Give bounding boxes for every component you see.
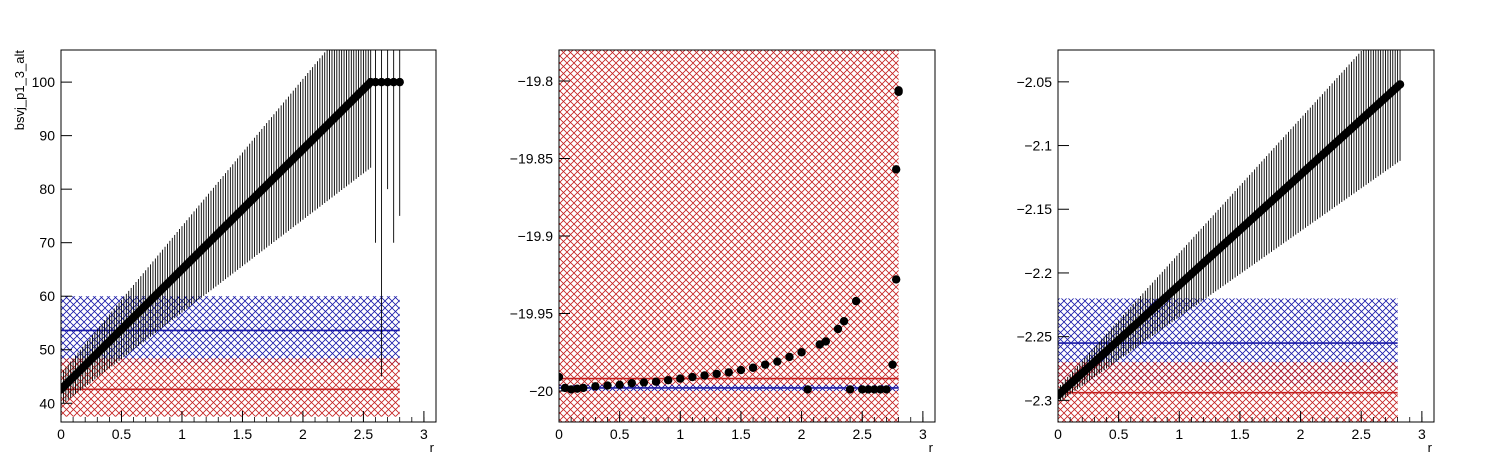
chart-panel-right: 0 0.5 1 1.5 2 2.5 3 −2.3 −2.25 −2.2 −2.15 −2.1 −2.05… (1017, 49, 1435, 455)
y-tick-label: −2.2 (1024, 265, 1052, 281)
data-point (785, 352, 794, 362)
data-point (876, 385, 885, 394)
x-tick-label: 2.5 (1351, 426, 1371, 442)
data-point (688, 372, 697, 382)
data-point (748, 363, 758, 372)
data-point (651, 377, 661, 386)
y-tick-label: −20 (529, 383, 553, 399)
plot-frame (60, 49, 437, 423)
data-point (803, 385, 812, 394)
y-tick-label: −2.05 (1017, 74, 1053, 90)
y-tick-label: 90 (39, 128, 55, 144)
chart-panel-middle: 0 0.5 1 1.5 2 2.5 3 −20 −19.95 −19.9 −19.85 −19.8 r (510, 49, 936, 455)
x-tick-label: 1 (1175, 426, 1183, 442)
x-tick-label: 0.5 (1109, 426, 1129, 442)
x-tick-label: 0.5 (610, 426, 630, 442)
y-tick-label: −2.3 (1024, 392, 1052, 408)
x-tick-label: 2 (798, 426, 806, 442)
y-tick-label: 60 (39, 288, 55, 304)
plot-area (1058, 50, 1405, 422)
y-tick-label: 100 (32, 74, 56, 90)
plot-frame (1057, 49, 1435, 423)
data-point (773, 357, 782, 366)
x-tick-label: 1.5 (233, 426, 253, 442)
x-tick-label: 3 (919, 426, 927, 442)
y-tick-label: −19.9 (518, 228, 554, 244)
y-axis-label: bsvj_p1_3_alt (12, 50, 27, 131)
data-point (821, 337, 831, 346)
x-tick-label: 1 (178, 426, 186, 442)
error-band-0 (559, 50, 899, 422)
x-tick-label: 3 (1418, 426, 1426, 442)
data-point (891, 275, 901, 284)
data-point (383, 77, 392, 87)
plot-area (559, 50, 903, 422)
data-point (839, 317, 849, 326)
data-point (888, 360, 897, 369)
data-point (851, 296, 861, 306)
x-tick-label: 2 (299, 426, 307, 442)
data-point (858, 385, 867, 394)
x-tick-label: 2.5 (354, 426, 374, 442)
y-tick-label: −19.85 (510, 151, 553, 167)
data-point (736, 365, 746, 375)
x-tick-label: 1 (676, 426, 684, 442)
data-point (894, 86, 903, 95)
data-point (891, 165, 901, 174)
data-point (663, 375, 673, 385)
data-point (389, 77, 398, 87)
chart-panel-left: 0 0.5 1 1.5 2 2.5 3 40 50 60 70 80 90 100 r bsvj_p1_3_a… (12, 49, 437, 455)
data-point (712, 369, 721, 379)
x-tick-label: 0 (555, 426, 563, 442)
data-point (395, 77, 404, 87)
data-point (579, 383, 588, 393)
data-point (845, 385, 855, 394)
data-point (1395, 80, 1405, 89)
x-tick-label: 0 (57, 426, 65, 442)
x-tick-label: 1.5 (1230, 426, 1250, 442)
data-point (870, 385, 879, 394)
data-point (797, 348, 806, 357)
data-point (700, 371, 709, 380)
data-point (559, 372, 564, 382)
x-tick-label: 3 (420, 426, 428, 442)
data-point (833, 324, 843, 334)
data-point (760, 360, 770, 369)
x-axis-label: r (929, 440, 934, 455)
y-tick-label: −2.25 (1017, 329, 1053, 345)
data-point (724, 368, 734, 377)
y-tick-label: 70 (39, 235, 55, 251)
data-point (864, 385, 873, 394)
x-tick-label: 2.5 (852, 426, 872, 442)
x-tick-label: 0 (1054, 426, 1062, 442)
y-tick-label: −19.8 (518, 73, 554, 89)
y-tick-label: −19.95 (510, 306, 553, 322)
x-tick-label: 2 (1297, 426, 1305, 442)
data-point (591, 382, 600, 391)
data-point (676, 374, 685, 383)
x-axis-label: r (430, 440, 435, 455)
data-point (639, 378, 649, 387)
error-band-1 (61, 358, 400, 417)
data-point (627, 379, 636, 388)
y-tick-label: 80 (39, 181, 55, 197)
data-point (377, 77, 386, 87)
x-tick-label: 1.5 (731, 426, 751, 442)
x-tick-label: 0.5 (112, 426, 132, 442)
y-tick-label: −2.1 (1024, 138, 1052, 154)
x-axis-label: r (1428, 440, 1433, 455)
data-point (882, 385, 891, 394)
data-point (371, 77, 380, 87)
y-tick-label: −2.15 (1017, 201, 1053, 217)
plot-area (61, 50, 404, 417)
y-tick-label: 50 (39, 342, 55, 358)
data-point (615, 380, 624, 389)
y-tick-label: 40 (39, 395, 55, 411)
data-point (603, 381, 612, 390)
